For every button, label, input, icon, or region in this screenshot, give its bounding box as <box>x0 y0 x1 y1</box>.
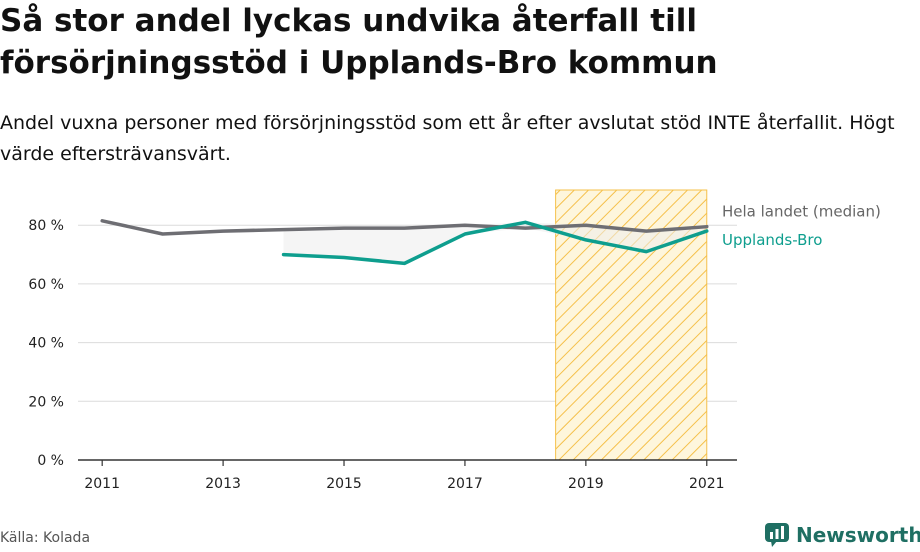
y-tick-label: 0 % <box>37 453 64 469</box>
tick-labels: 0 % 20 % 40 % 60 % 80 % 2011 2013 2015 2017 2019 2… <box>28 218 724 492</box>
gap-shading <box>283 222 707 264</box>
x-tick-label: 2015 <box>326 476 362 492</box>
y-tick-label: 40 % <box>28 336 64 352</box>
chart-bubble-icon <box>765 523 789 547</box>
logo-bar-2 <box>775 529 779 539</box>
chart-title: Så stor andel lyckas undvika återfall ti… <box>0 3 718 81</box>
series-labels: Hela landet (median) Upplands-Bro <box>722 203 881 249</box>
x-tick-label: 2021 <box>689 476 725 492</box>
logo-bar-3 <box>781 526 784 539</box>
x-tick-label: 2013 <box>205 476 241 492</box>
gap-area <box>283 222 707 264</box>
newsworthy-logo: Newsworthy <box>764 519 920 551</box>
series-label-municipality: Upplands-Bro <box>722 231 822 249</box>
y-tick-label: 20 % <box>28 394 64 410</box>
x-axis <box>78 459 737 466</box>
series-line-national <box>100 219 709 236</box>
logo-bar-1 <box>770 532 773 539</box>
x-tick-label: 2019 <box>568 476 604 492</box>
chart-subtitle: Andel vuxna personer med försörjningsstö… <box>0 112 895 165</box>
line-chart: 0 % 20 % 40 % 60 % 80 % 2011 2013 2015 2017 2019 2… <box>28 189 881 492</box>
series-lines <box>100 219 709 266</box>
y-tick-label: 80 % <box>28 218 64 234</box>
y-tick-label: 60 % <box>28 277 64 293</box>
bubble-tail <box>771 541 777 547</box>
source-note: Källa: Kolada <box>0 530 91 546</box>
x-tick-label: 2017 <box>447 476 483 492</box>
x-tick-label: 2011 <box>84 476 120 492</box>
series-label-national: Hela landet (median) <box>722 203 881 221</box>
brand-name: Newsworthy <box>796 523 920 547</box>
series-line-municipality <box>281 220 709 266</box>
